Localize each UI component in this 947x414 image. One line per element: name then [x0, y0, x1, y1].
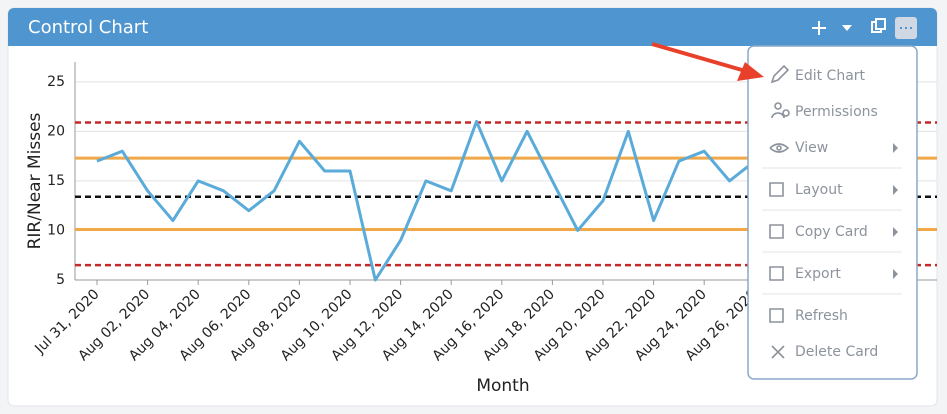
menu-icon: [771, 345, 785, 359]
header-icons: [812, 17, 917, 39]
menu-icon: [769, 266, 784, 281]
submenu-arrow: [893, 185, 898, 195]
data-line: [96, 119, 756, 282]
menu-icon: [769, 143, 790, 153]
menu-label: Edit Chart: [795, 68, 866, 84]
menu-item[interactable]: Export: [769, 266, 898, 282]
y-tick-label: 10: [47, 222, 65, 238]
menu-label: Export: [795, 266, 841, 282]
menu-item[interactable]: Edit Chart: [770, 64, 866, 84]
x-axis-title: Month: [476, 376, 529, 396]
dropdown-icon[interactable]: [842, 25, 852, 31]
menu-label: Copy Card: [795, 224, 868, 240]
add-icon[interactable]: [812, 21, 826, 35]
menu-label: Permissions: [795, 104, 878, 120]
context-menu: [747, 45, 918, 380]
y-axis-title: RIR/Near Misses: [25, 112, 45, 249]
y-tick-label: 20: [47, 123, 65, 139]
menu-item[interactable]: Permissions: [771, 102, 878, 120]
submenu-arrow: [893, 227, 898, 237]
menu-item[interactable]: Refresh: [769, 308, 848, 324]
menu-icon: [769, 308, 784, 323]
y-tick-label: 25: [47, 74, 65, 90]
menu-icon: [769, 182, 784, 197]
submenu-arrow: [893, 143, 898, 153]
submenu-arrow: [893, 269, 898, 279]
menu-item[interactable]: View: [769, 140, 898, 156]
menu-label: Delete Card: [795, 344, 878, 360]
menu-label: Refresh: [795, 308, 848, 324]
menu-icon: [770, 64, 790, 84]
menu-item[interactable]: Delete Card: [771, 344, 878, 360]
menu-label: Layout: [795, 182, 843, 198]
card-header: [8, 8, 937, 46]
annotation-arrow: [651, 42, 764, 81]
y-tick-label: 15: [47, 173, 65, 189]
card-title: Control Chart: [28, 17, 148, 38]
menu-label: View: [795, 140, 828, 156]
menu-item[interactable]: Layout: [769, 182, 898, 198]
menu-item[interactable]: Copy Card: [769, 224, 898, 240]
menu-icon: [771, 102, 790, 119]
menu-icon: [769, 224, 784, 239]
y-tick-label: 5: [56, 272, 65, 288]
